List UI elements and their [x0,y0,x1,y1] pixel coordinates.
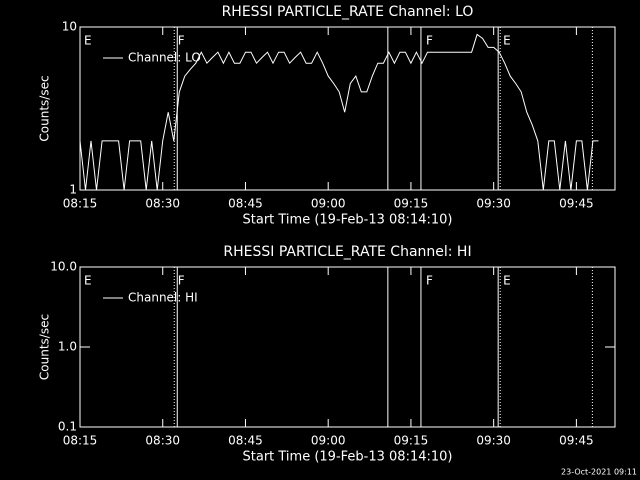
y-axis-label: Counts/sec [38,75,52,141]
x-tick-label: 09:45 [559,434,594,448]
y-tick-label: 10.0 [50,260,77,274]
y-tick-label: 10 [62,20,77,34]
chart-title: RHESSI PARTICLE_RATE Channel: HI [223,244,471,260]
x-axis-label: Start Time (19-Feb-13 08:14:10) [243,213,453,228]
event-flag: F [178,274,185,288]
x-tick-label: 09:30 [476,197,511,211]
x-tick-label: 09:15 [394,197,429,211]
x-axis-label: Start Time (19-Feb-13 08:14:10) [243,450,453,465]
event-flag: E [84,274,92,288]
x-tick-label: 09:30 [476,434,511,448]
x-tick-label: 08:15 [63,197,98,211]
y-axis-label: Counts/sec [38,314,52,380]
y-tick-label: 0.1 [58,420,77,434]
x-tick-label: 08:30 [145,434,180,448]
x-tick-label: 08:15 [63,434,98,448]
event-flag: E [84,34,92,48]
x-tick-label: 08:30 [145,197,180,211]
footer-date: 23-Oct-2021 09:11 [561,468,637,477]
event-flag: F [426,34,433,48]
x-tick-label: 09:45 [559,197,594,211]
chart-title: RHESSI PARTICLE_RATE Channel: LO [222,4,474,20]
x-tick-label: 08:45 [228,434,263,448]
x-tick-label: 08:45 [228,197,263,211]
event-flag: E [503,34,511,48]
legend-label: Channel: HI [128,291,198,305]
y-tick-label: 1.0 [58,340,77,354]
x-tick-label: 09:00 [311,197,346,211]
x-tick-label: 09:15 [394,434,429,448]
x-tick-label: 09:00 [311,434,346,448]
y-tick-label: 1 [69,183,77,197]
plot-frame [79,26,616,191]
event-flag: F [178,34,185,48]
data-line [79,33,599,191]
legend-label: Channel: LO [128,51,201,65]
event-flag: E [503,274,511,288]
event-flag: F [426,274,433,288]
